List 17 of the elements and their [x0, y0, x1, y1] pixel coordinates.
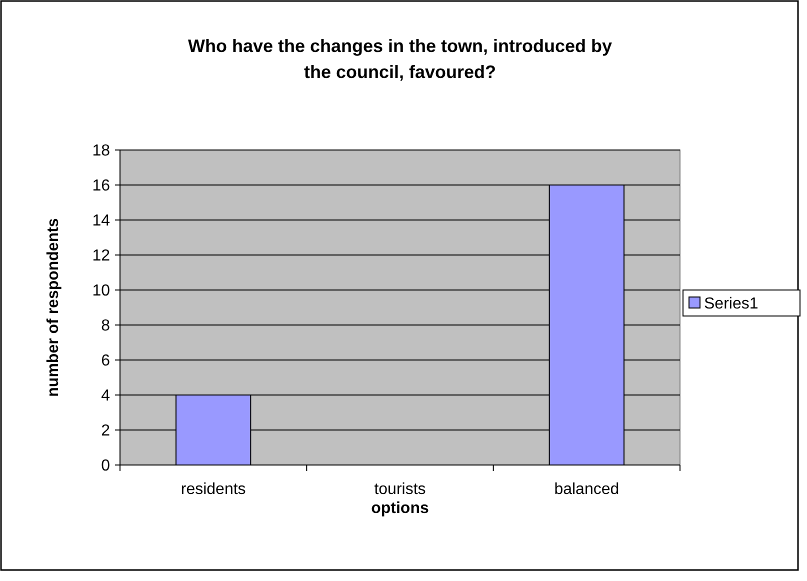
- legend-label: Series1: [704, 296, 758, 313]
- y-tick-label: 6: [101, 352, 110, 370]
- y-tick-label: 18: [92, 142, 110, 160]
- y-tick-label: 2: [101, 422, 110, 440]
- y-tick-label: 10: [92, 282, 110, 300]
- x-tick-label: balanced: [554, 481, 620, 498]
- y-tick-label: 12: [92, 248, 110, 265]
- y-axis-title: number of respondents: [45, 218, 62, 397]
- x-axis-title: options: [371, 500, 429, 517]
- x-tick-label: residents: [180, 481, 246, 498]
- x-tick-label: tourists: [374, 481, 426, 498]
- y-tick-label: 8: [101, 318, 110, 335]
- chart-title: Who have the changes in the town, introduced by the council, favoured?: [188, 36, 612, 82]
- y-tick-label: 14: [92, 212, 110, 230]
- y-tick-label: 0: [101, 458, 110, 475]
- y-tick-label: 16: [92, 178, 110, 195]
- y-tick-label: 4: [101, 388, 110, 405]
